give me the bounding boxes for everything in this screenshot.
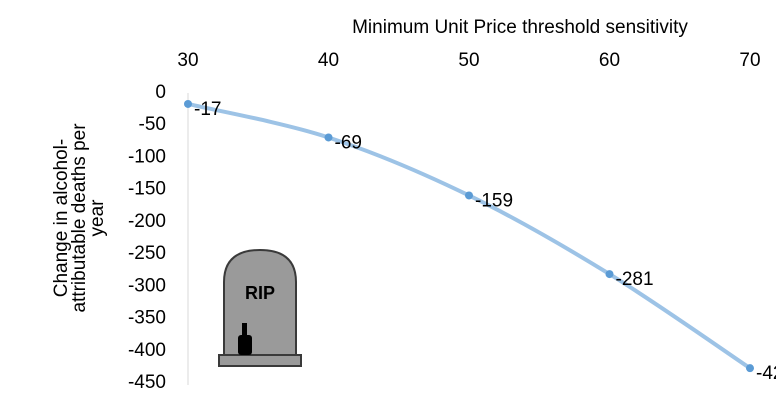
marker (605, 270, 614, 279)
y-tick-label: -100 (128, 146, 166, 167)
data-label: -17 (194, 99, 221, 120)
data-label: -159 (475, 190, 513, 211)
y-tick-label: -200 (128, 211, 166, 232)
y-tick-label: -150 (128, 179, 166, 200)
data-label: -69 (335, 132, 362, 153)
marker (746, 364, 754, 373)
bottle-neck (242, 323, 247, 337)
y-axis-title: Change in alcohol-attributable deaths pe… (51, 123, 108, 313)
x-tick-label: 40 (318, 50, 339, 71)
y-tick-label: 0 (155, 82, 166, 103)
rip-text: RIP (245, 283, 275, 303)
x-tick-label: 70 (739, 50, 760, 71)
data-label: -427 (756, 363, 776, 384)
x-tick-label: 50 (458, 50, 479, 71)
marker (324, 133, 333, 142)
x-tick-label: 60 (599, 50, 620, 71)
y-tick-label: -350 (128, 308, 166, 329)
y-tick-label: -300 (128, 275, 166, 296)
tombstone: RIP (218, 248, 302, 367)
marker (465, 191, 473, 200)
marker (184, 99, 192, 108)
data-label: -281 (616, 269, 654, 290)
y-tick-label: -250 (128, 243, 166, 264)
y-tick-label: -400 (128, 340, 166, 361)
x-axis-title: Minimum Unit Price threshold sensitivity (352, 17, 688, 38)
y-tick-label: -50 (139, 114, 166, 135)
y-tick-label: -450 (128, 372, 166, 393)
tombstone-base (218, 354, 302, 367)
bottle (238, 335, 252, 355)
x-tick-label: 30 (177, 50, 198, 71)
